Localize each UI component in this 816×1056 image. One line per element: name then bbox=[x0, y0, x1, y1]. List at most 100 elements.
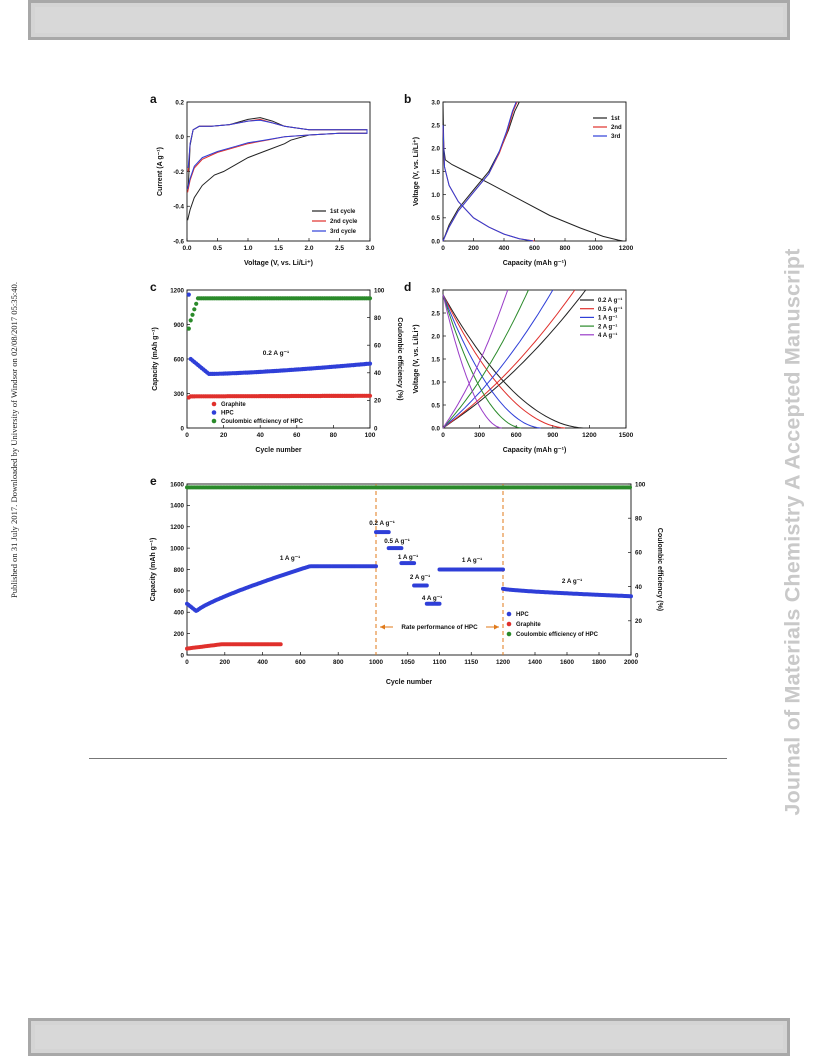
panel-e-ytick-label: 1200 bbox=[170, 524, 184, 531]
panel-c-ytick-label: 600 bbox=[174, 356, 185, 363]
panel-e-y2tick-label: 0 bbox=[635, 652, 639, 659]
panel-a-ytick-label: -0.4 bbox=[173, 204, 184, 211]
panel-e-y2label: Coulombic efficiency (%) bbox=[656, 528, 663, 611]
panel-c-xtick-label: 40 bbox=[257, 432, 265, 439]
panel-e-hpc-point bbox=[386, 530, 391, 535]
panel-a-xtick-label: 3.0 bbox=[365, 245, 374, 252]
panel-e-graphite-point bbox=[278, 642, 283, 647]
panel-e-legend-0-label: HPC bbox=[516, 612, 529, 618]
panel-b-xtick-label: 1200 bbox=[619, 245, 634, 252]
panel-d-ytick-label: 2.0 bbox=[431, 333, 440, 340]
panel-e-xtick-label: 2000 bbox=[624, 659, 639, 666]
panel-e-hpc-point bbox=[412, 561, 417, 566]
panel-e-y2tick-label: 60 bbox=[635, 550, 642, 557]
panel-e-legend-0-swatch bbox=[506, 611, 512, 617]
panel-e-ytick-label: 200 bbox=[174, 631, 185, 638]
panel-d-ylabel: Voltage (V, vs. Li/Li⁺) bbox=[413, 324, 420, 393]
panel-e-legend-1-swatch bbox=[506, 621, 512, 627]
panel-d-legend-0-label: 0.2 A g⁻¹ bbox=[598, 297, 622, 304]
panel-d-xtick-label: 900 bbox=[547, 432, 558, 439]
panel-e-y2tick-label: 100 bbox=[635, 481, 646, 488]
panel-a-legend-2-label: 3rd cycle bbox=[330, 229, 357, 235]
panel-e-ytick-label: 1000 bbox=[170, 545, 184, 552]
panel-a-series-2 bbox=[187, 119, 368, 190]
panel-d-ytick-label: 1.5 bbox=[431, 356, 440, 363]
panel-e-xtick-label: 1150 bbox=[464, 659, 478, 666]
panel-d-series-0-discharge bbox=[442, 294, 584, 429]
panel-a-xtick-label: 2.0 bbox=[304, 245, 313, 252]
panel-a-legend-1-label: 2nd cycle bbox=[330, 219, 358, 225]
panel-b-legend-1-label: 2nd bbox=[611, 125, 622, 131]
panel-e-xtick-label: 1000 bbox=[369, 659, 384, 666]
panel-d-ytick-label: 0.0 bbox=[431, 425, 440, 432]
panel-c-graphite-point bbox=[367, 393, 373, 398]
panel-e-ytick-label: 0 bbox=[181, 652, 185, 659]
panel-c-xtick-label: 0 bbox=[185, 432, 189, 439]
panel-d-ytick-label: 2.5 bbox=[431, 310, 440, 317]
panel-d-xtick-label: 1500 bbox=[619, 432, 634, 439]
panel-b-ytick-label: 0.5 bbox=[431, 215, 440, 222]
panel-d-ytick-label: 0.5 bbox=[431, 402, 440, 409]
panel-c-y2tick-label: 40 bbox=[374, 370, 381, 377]
panel-a-xtick-label: 0.5 bbox=[213, 245, 222, 252]
panel-e-y2tick-label: 20 bbox=[635, 618, 642, 625]
panel-d-xtick-label: 600 bbox=[511, 432, 522, 439]
panel-e-y2tick-label: 40 bbox=[635, 584, 642, 591]
panel-c-ce-point bbox=[194, 301, 199, 306]
panel-b-legend-0-label: 1st bbox=[611, 116, 620, 122]
panel-b-xtick-label: 600 bbox=[529, 245, 540, 252]
panel-c-annotation: 0.2 A g⁻¹ bbox=[263, 350, 289, 357]
panel-c-xtick-label: 100 bbox=[365, 432, 376, 439]
panel-a-legend-0-label: 1st cycle bbox=[330, 209, 356, 215]
panel-c-ytick-label: 0 bbox=[181, 425, 185, 432]
panel-e-letter: e bbox=[150, 474, 157, 488]
panel-d-legend-1-label: 0.5 A g⁻¹ bbox=[598, 306, 622, 313]
panel-c-ytick-label: 900 bbox=[174, 322, 185, 329]
panel-d-xtick-label: 1200 bbox=[582, 432, 597, 439]
panel-d-xtick-label: 300 bbox=[474, 432, 485, 439]
panel-c-xlabel: Cycle number bbox=[255, 447, 302, 454]
panel-b-xtick-label: 400 bbox=[499, 245, 510, 252]
panel-e-xtick-label: 800 bbox=[333, 659, 344, 666]
panel-c-legend-0-label: Graphite bbox=[221, 402, 246, 408]
panel-b-frame bbox=[442, 101, 627, 242]
panel-c-y2tick-label: 0 bbox=[374, 425, 378, 432]
panel-d-series-1-charge bbox=[442, 289, 576, 429]
panel-b-series-0-charge bbox=[442, 101, 520, 242]
panel-c-y2tick-label: 60 bbox=[374, 343, 381, 350]
panel-c-xtick-label: 60 bbox=[293, 432, 301, 439]
panel-e-legend-2-swatch bbox=[506, 631, 512, 637]
panel-d-series-2-discharge bbox=[442, 294, 541, 429]
panel-d-legend-4-label: 4 A g⁻¹ bbox=[598, 332, 617, 339]
panel-b-ytick-label: 2.0 bbox=[431, 146, 440, 153]
panel-e-ytick-label: 800 bbox=[174, 567, 185, 574]
panel-e-annotation-3: 1 A g⁻¹ bbox=[398, 554, 418, 561]
panel-e-ytick-label: 1600 bbox=[170, 481, 184, 488]
panel-a-ytick-label: 0.2 bbox=[175, 99, 184, 106]
panel-e-annotation-0: 1 A g⁻¹ bbox=[280, 555, 300, 562]
panel-e-xtick-label: 0 bbox=[185, 659, 189, 666]
panel-c-ce-point bbox=[192, 307, 197, 312]
panel-e-y2tick-label: 80 bbox=[635, 516, 642, 523]
panel-d-series-0-charge bbox=[442, 289, 587, 429]
panel-e-ytick-label: 400 bbox=[174, 610, 185, 617]
panel-e-ce-point bbox=[628, 485, 632, 490]
panel-a-ytick-label: -0.2 bbox=[173, 169, 184, 176]
panel-e-xtick-label: 600 bbox=[295, 659, 306, 666]
panel-e-hpc-point bbox=[424, 583, 429, 588]
panel-b-ylabel: Voltage (V, vs. Li/Li⁺) bbox=[413, 137, 420, 206]
panel-c-ce-point bbox=[367, 296, 373, 301]
panel-e-xtick-label: 1200 bbox=[496, 659, 511, 666]
panel-c-ce-point bbox=[188, 318, 193, 323]
panel-a-series-1 bbox=[187, 118, 368, 193]
panel-e-annotation-4: 2 A g⁻¹ bbox=[410, 574, 430, 581]
panel-d-legend-3-label: 2 A g⁻¹ bbox=[598, 323, 617, 330]
panel-e-ytick-label: 1400 bbox=[170, 503, 184, 510]
footer-bar-strip bbox=[35, 1025, 783, 1049]
panel-d-series-2-charge bbox=[442, 289, 554, 429]
panel-c-y2label: Coulombic efficiency (%) bbox=[396, 317, 403, 400]
panel-e-xlabel: Cycle number bbox=[386, 679, 433, 686]
panel-d-xlabel: Capacity (mAh g⁻¹) bbox=[503, 447, 567, 454]
panel-a-ytick-label: -0.6 bbox=[173, 238, 184, 245]
